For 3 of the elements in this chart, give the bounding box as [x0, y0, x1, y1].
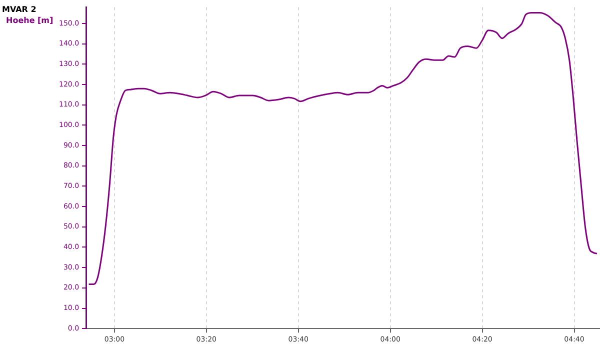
line-series [88, 12, 598, 286]
text: MVAR 2 [2, 5, 36, 14]
y-axis-title: Hoehe [m] [6, 16, 54, 26]
